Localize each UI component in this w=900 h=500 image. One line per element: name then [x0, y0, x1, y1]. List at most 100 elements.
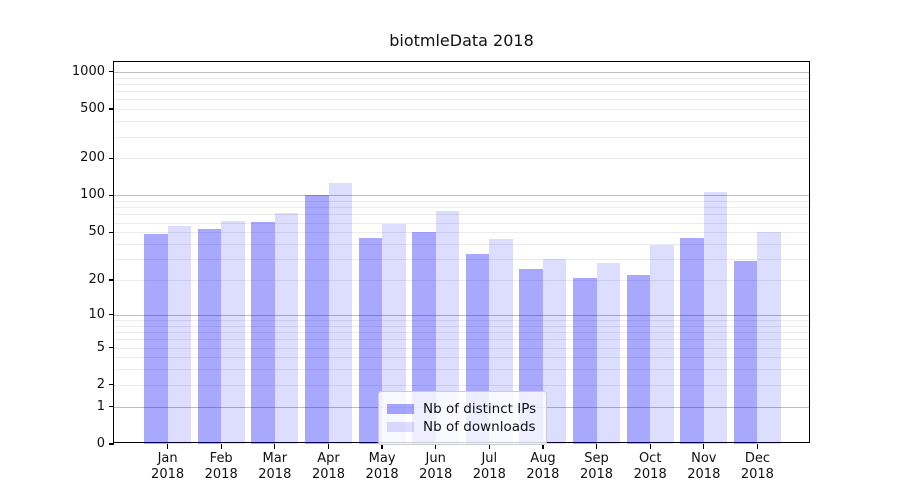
x-tick-mark	[542, 444, 544, 449]
y-tick-mark	[109, 279, 114, 281]
y-tick-mark	[109, 443, 114, 445]
y-tick-label: 200	[80, 150, 105, 166]
gridline-minor	[114, 222, 809, 224]
x-tick-mark	[381, 444, 383, 449]
x-tick-mark	[166, 444, 169, 449]
legend-swatch-distinct-ips-icon	[387, 404, 414, 414]
gridline-minor	[114, 207, 809, 209]
x-tick-label: Feb 2018	[204, 451, 238, 482]
y-tick-label: 2	[96, 376, 105, 392]
y-tick-mark	[109, 71, 114, 73]
y-tick-mark	[109, 194, 114, 197]
bar-nb-of-distinct-ips-sep	[573, 277, 597, 444]
gridline-minor	[114, 259, 809, 260]
gridline-minor	[114, 339, 809, 341]
bar-nb-of-distinct-ips-dec	[733, 260, 758, 444]
gridline-minor	[114, 99, 809, 101]
gridline-minor	[114, 232, 809, 234]
y-tick-mark	[109, 108, 114, 110]
gridline-minor	[114, 384, 809, 386]
legend: Nb of distinct IPs Nb of downloads	[378, 391, 548, 445]
gridline-minor	[114, 325, 809, 327]
x-tick-label: Jun 2018	[419, 451, 453, 482]
gridline-minor	[114, 109, 809, 111]
bar-nb-of-downloads-feb	[221, 220, 245, 444]
x-tick-mark	[649, 444, 651, 449]
y-tick-label: 50	[88, 224, 105, 240]
y-tick-label: 20	[88, 272, 105, 287]
gridline-minor	[114, 347, 809, 349]
y-tick-label: 0	[96, 436, 105, 451]
plot-area: Nb of distinct IPs Nb of downloads Jan 20…	[72, 61, 810, 482]
gridline-minor	[114, 280, 809, 281]
gridline-minor	[114, 369, 809, 371]
bar-nb-of-downloads-sep	[596, 262, 620, 444]
x-tick-mark	[756, 444, 759, 449]
x-tick-label: Dec 2018	[740, 451, 774, 482]
y-tick-label: 100	[80, 187, 105, 203]
legend-item-distinct-ips: Nb of distinct IPs	[387, 401, 536, 417]
y-tick-mark	[109, 346, 114, 349]
bar-nb-of-downloads-mar	[274, 212, 299, 444]
x-tick-label: Aug 2018	[526, 451, 560, 482]
x-tick-mark	[488, 444, 490, 449]
bar-nb-of-downloads-jan	[167, 226, 192, 444]
x-tick-mark	[327, 444, 330, 449]
x-tick-label: Jul 2018	[472, 451, 506, 482]
gridline-minor	[114, 77, 809, 79]
gridline-minor	[114, 91, 809, 92]
y-tick-label: 1000	[71, 63, 105, 79]
bar-nb-of-downloads-nov	[703, 192, 728, 444]
y-tick-label: 1	[96, 398, 105, 414]
x-tick-mark	[220, 444, 222, 449]
y-tick-label: 5	[96, 339, 105, 355]
x-tick-label: Nov 2018	[687, 451, 721, 482]
bar-nb-of-downloads-jun	[435, 211, 460, 444]
gridline-minor	[114, 320, 809, 321]
bar-nb-of-downloads-dec	[757, 232, 781, 444]
x-tick-label: May 2018	[365, 451, 399, 482]
bar-nb-of-downloads-may	[382, 224, 406, 444]
legend-label-distinct-ips: Nb of distinct IPs	[423, 401, 537, 417]
bar-nb-of-distinct-ips-feb	[197, 229, 222, 444]
gridline-minor	[114, 214, 809, 216]
gridline-minor	[114, 121, 809, 123]
bar-nb-of-distinct-ips-oct	[626, 275, 651, 444]
y-tick-mark	[109, 314, 114, 316]
bar-nb-of-downloads-oct	[650, 245, 674, 444]
gridline-minor	[114, 201, 809, 202]
gridline-minor	[114, 83, 809, 85]
y-tick-label: 500	[80, 101, 105, 117]
bar-nb-of-distinct-ips-apr	[305, 195, 329, 444]
x-tick-label: Apr 2018	[311, 451, 346, 482]
x-tick-mark	[435, 444, 437, 449]
gridline-major	[114, 71, 809, 73]
gridline-major	[114, 195, 809, 197]
bar-nb-of-downloads-aug	[542, 259, 567, 444]
y-tick-mark	[109, 157, 114, 159]
gridline-major	[114, 314, 809, 316]
x-tick-mark	[703, 444, 705, 449]
x-tick-mark	[274, 444, 276, 449]
legend-swatch-downloads-icon	[387, 422, 414, 432]
bar-nb-of-distinct-ips-nov	[680, 237, 704, 444]
x-tick-label: Oct 2018	[633, 451, 667, 482]
gridline-minor	[114, 357, 809, 359]
gridline-minor	[114, 136, 809, 138]
x-tick-label: Mar 2018	[258, 451, 292, 482]
y-tick-mark	[109, 406, 114, 408]
chart-title: biotmleData 2018	[389, 31, 534, 50]
legend-label-downloads: Nb of downloads	[423, 419, 536, 435]
x-tick-label: Jan 2018	[151, 451, 185, 482]
y-tick-mark	[109, 384, 114, 386]
x-tick-label: Sep 2018	[579, 451, 614, 482]
gridline-minor	[114, 243, 809, 245]
bar-nb-of-distinct-ips-jan	[144, 234, 168, 444]
legend-item-downloads: Nb of downloads	[387, 419, 536, 435]
x-tick-mark	[595, 444, 598, 449]
gridline-minor	[114, 332, 809, 333]
y-tick-mark	[109, 231, 114, 233]
y-tick-label: 10	[88, 306, 105, 322]
bar-nb-of-downloads-apr	[328, 183, 352, 444]
